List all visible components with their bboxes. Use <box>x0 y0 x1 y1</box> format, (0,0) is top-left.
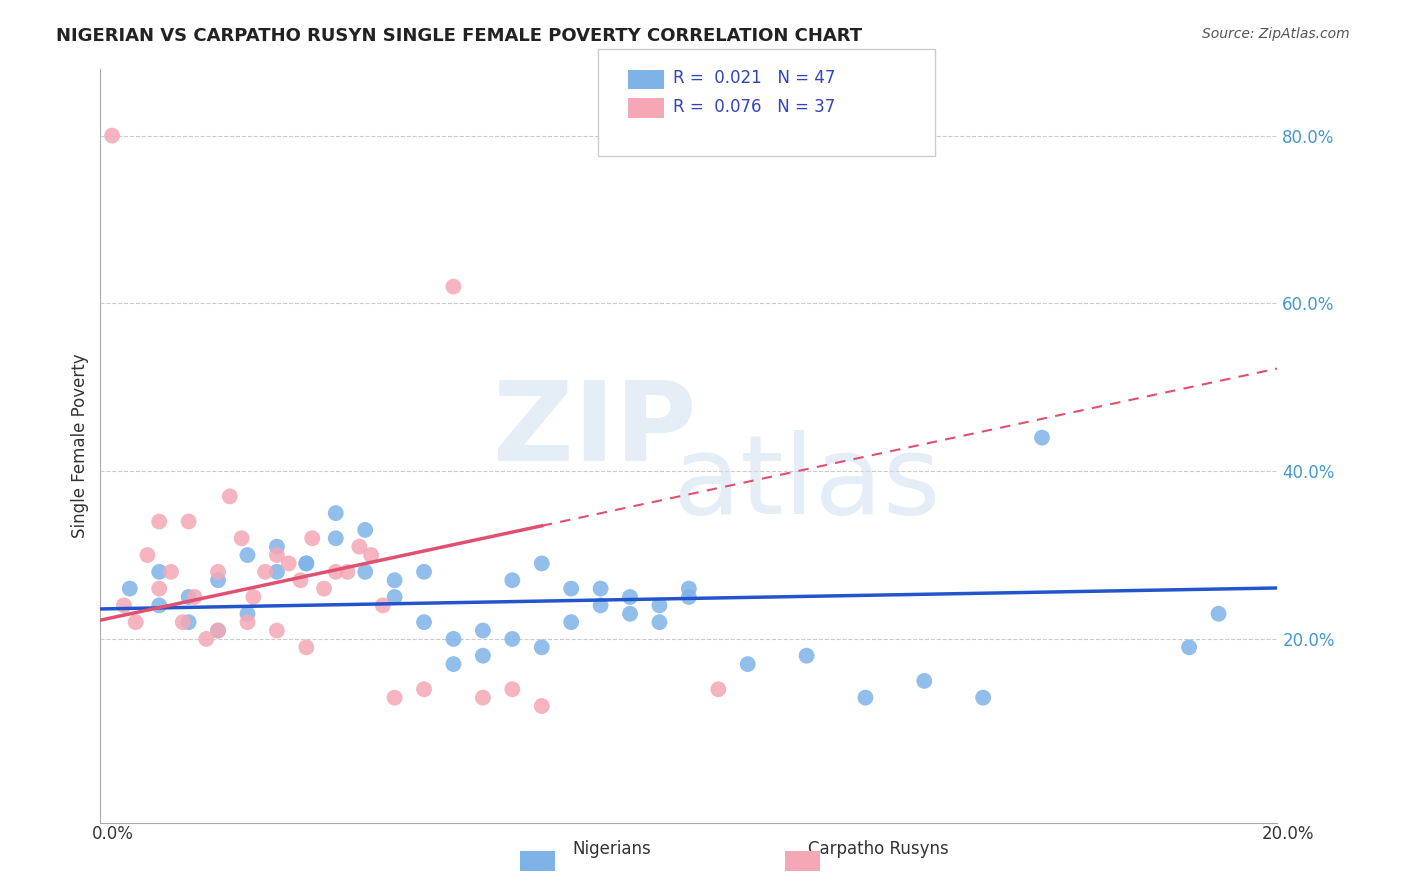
Point <box>501 682 523 697</box>
Point <box>266 540 288 554</box>
Point <box>183 590 205 604</box>
Text: Nigerians: Nigerians <box>572 840 651 858</box>
Point <box>148 515 170 529</box>
Point <box>236 615 259 629</box>
Point <box>648 599 671 613</box>
Point <box>619 590 641 604</box>
Point <box>619 607 641 621</box>
Point <box>325 506 347 520</box>
Point <box>371 599 394 613</box>
Point <box>172 615 194 629</box>
Point <box>471 624 494 638</box>
Point <box>384 690 406 705</box>
Text: atlas: atlas <box>672 430 941 537</box>
Point <box>648 615 671 629</box>
Point <box>177 590 200 604</box>
Text: ZIP: ZIP <box>494 377 696 484</box>
Point <box>1178 640 1201 655</box>
Text: R =  0.021   N = 47: R = 0.021 N = 47 <box>673 70 835 87</box>
Point <box>354 565 377 579</box>
Point <box>124 615 146 629</box>
Point <box>325 531 347 545</box>
Point <box>195 632 218 646</box>
Point <box>207 565 229 579</box>
Point <box>207 573 229 587</box>
Text: NIGERIAN VS CARPATHO RUSYN SINGLE FEMALE POVERTY CORRELATION CHART: NIGERIAN VS CARPATHO RUSYN SINGLE FEMALE… <box>56 27 862 45</box>
Point <box>295 557 318 571</box>
Point <box>560 582 582 596</box>
Point <box>242 590 264 604</box>
Point <box>1208 607 1230 621</box>
Text: 0.0%: 0.0% <box>91 825 134 843</box>
Point <box>266 565 288 579</box>
Point <box>254 565 277 579</box>
Point <box>589 582 612 596</box>
Point <box>112 599 135 613</box>
Point <box>530 557 553 571</box>
Point <box>236 607 259 621</box>
Point <box>312 582 335 596</box>
Point <box>1031 431 1053 445</box>
Text: Source: ZipAtlas.com: Source: ZipAtlas.com <box>1202 27 1350 41</box>
Point <box>301 531 323 545</box>
Point <box>160 565 183 579</box>
Text: 20.0%: 20.0% <box>1263 825 1315 843</box>
Point <box>443 279 465 293</box>
Point <box>290 573 312 587</box>
Point <box>589 599 612 613</box>
Point <box>855 690 877 705</box>
Point <box>678 590 700 604</box>
Point <box>148 582 170 596</box>
Point <box>471 648 494 663</box>
Point <box>471 690 494 705</box>
Point <box>295 557 318 571</box>
Point <box>912 673 935 688</box>
Point <box>384 590 406 604</box>
Point <box>360 548 382 562</box>
Point <box>560 615 582 629</box>
Point <box>295 640 318 655</box>
Point <box>336 565 359 579</box>
Point <box>325 565 347 579</box>
Point <box>354 523 377 537</box>
Text: R =  0.076   N = 37: R = 0.076 N = 37 <box>673 98 835 116</box>
Point <box>236 548 259 562</box>
Point <box>148 599 170 613</box>
Point <box>530 699 553 714</box>
Point <box>384 573 406 587</box>
Point <box>443 657 465 672</box>
Text: Carpatho Rusyns: Carpatho Rusyns <box>808 840 949 858</box>
Point <box>443 632 465 646</box>
Point <box>707 682 730 697</box>
Point <box>501 632 523 646</box>
Point <box>501 573 523 587</box>
Point <box>972 690 994 705</box>
Point <box>207 624 229 638</box>
Point <box>413 615 436 629</box>
Point <box>678 582 700 596</box>
Y-axis label: Single Female Poverty: Single Female Poverty <box>72 354 89 538</box>
Point <box>218 489 240 503</box>
Point <box>349 540 371 554</box>
Point <box>118 582 141 596</box>
Point <box>413 565 436 579</box>
Point <box>266 548 288 562</box>
Point <box>530 640 553 655</box>
Point <box>796 648 818 663</box>
Point <box>277 557 299 571</box>
Point <box>737 657 759 672</box>
Point <box>177 515 200 529</box>
Point <box>136 548 159 562</box>
Point <box>207 624 229 638</box>
Point <box>148 565 170 579</box>
Point <box>266 624 288 638</box>
Point <box>101 128 124 143</box>
Point <box>231 531 253 545</box>
Point <box>177 615 200 629</box>
Point <box>413 682 436 697</box>
